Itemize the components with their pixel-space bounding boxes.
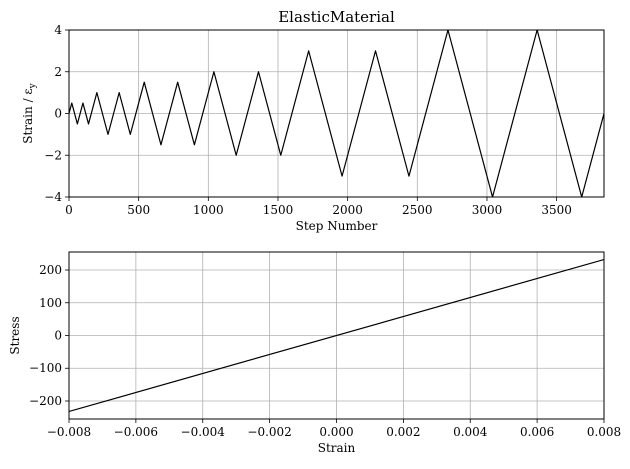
y-tick-label: 0 (54, 107, 62, 121)
x-tick-label: 0.008 (587, 425, 621, 439)
stress-strain-plot: −0.008 −0.006 −0.004 −0.002 0.000 0.002 0.004 0… (8, 251, 621, 455)
x-tick-label: 0 (65, 203, 73, 217)
x-tick-label: 500 (127, 203, 150, 217)
y-axis-label: Stress (8, 316, 22, 354)
y-axis-label-subscript: y (28, 82, 38, 89)
chart-title: ElasticMaterial (278, 8, 395, 26)
x-tick-label: 2000 (332, 203, 363, 217)
y-tick-label: −200 (29, 394, 62, 408)
x-axis-label: Strain (318, 441, 356, 455)
x-tick-label: 0.006 (520, 425, 554, 439)
y-tick-label: 200 (39, 263, 62, 277)
x-tick-label: 3500 (541, 203, 572, 217)
y-tick-label: −100 (29, 361, 62, 375)
x-tick-label: −0.004 (181, 425, 226, 439)
series-line (69, 30, 604, 197)
x-tick-label: 0.004 (453, 425, 488, 439)
x-axis-label: Step Number (296, 219, 378, 233)
x-tick-label: 0.000 (319, 425, 353, 439)
series-line (69, 258, 604, 413)
x-tick-label: −0.002 (247, 425, 291, 439)
x-tick-label: 1500 (263, 203, 294, 217)
x-tick-label: 2500 (402, 203, 433, 217)
strain-history-plot: 0 500 1000 1500 2000 2500 3000 3500 −4 −2 0 2 4 Step … (21, 8, 605, 233)
y-tick-label: 2 (54, 65, 62, 79)
x-tick-label: −0.008 (47, 425, 91, 439)
y-tick-label: 4 (54, 23, 62, 37)
y-tick-label: 100 (39, 296, 62, 310)
x-tick-label: −0.006 (114, 425, 158, 439)
y-tick-label: −4 (44, 190, 62, 204)
x-tick-label: 1000 (193, 203, 224, 217)
x-tick-label: 3000 (472, 203, 503, 217)
y-axis-label: Strain / εy (21, 82, 38, 143)
y-tick-label: 0 (54, 329, 62, 343)
x-tick-label: 0.002 (386, 425, 420, 439)
y-tick-label: −2 (44, 148, 62, 162)
